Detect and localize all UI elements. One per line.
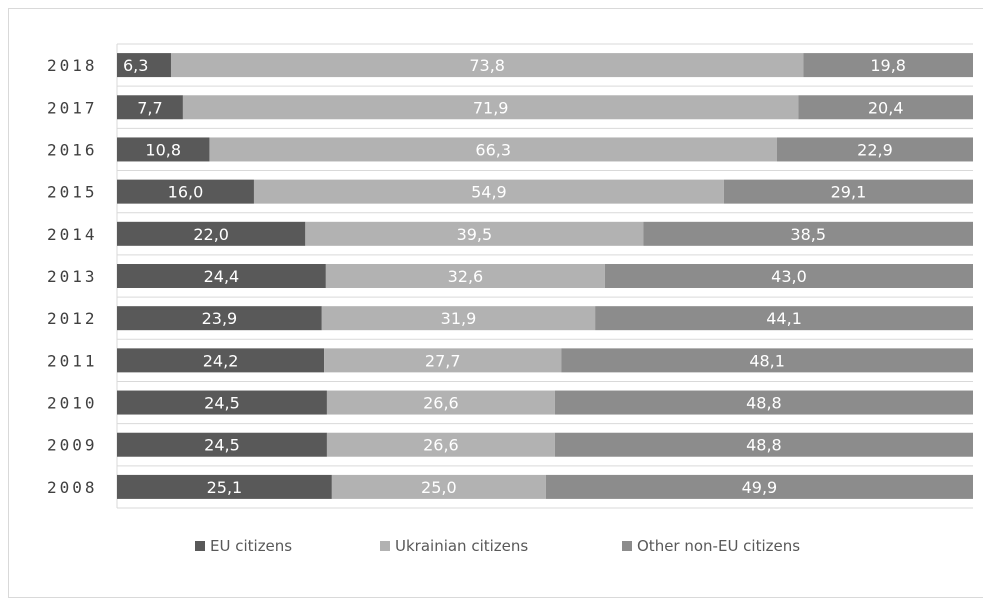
data-label-2010-series-0: 24,5: [204, 394, 240, 413]
data-label-2009-series-0: 24,5: [204, 436, 240, 455]
bar-2016-series-1: [209, 137, 777, 162]
data-label-2011-series-0: 24,2: [203, 351, 239, 370]
data-label-2011-series-2: 48,1: [749, 351, 785, 370]
bar-2012-series-0: [117, 306, 322, 331]
data-label-2013-series-2: 43,0: [771, 267, 807, 286]
y-tick-label-2016: 2016: [47, 140, 98, 159]
bar-2013-series-1: [325, 264, 605, 288]
bar-2010-series-0: [117, 390, 327, 415]
bar-2017-series-0: [117, 95, 183, 120]
legend-swatch-eu: [195, 541, 205, 551]
y-tick-label-2018: 2018: [47, 56, 98, 75]
data-label-2018-series-0: 6,3: [123, 56, 148, 75]
bar-2010-series-1: [326, 390, 555, 415]
bar-2016-series-2: [776, 137, 973, 162]
data-label-2014-series-0: 22,0: [193, 225, 229, 244]
y-tick-label-2011: 2011: [47, 351, 98, 370]
bar-2011-series-1: [324, 348, 562, 373]
data-label-2016-series-2: 22,9: [857, 140, 893, 159]
data-label-2010-series-1: 26,6: [423, 394, 459, 413]
bar-2009-series-2: [554, 432, 973, 457]
data-label-2016-series-1: 66,3: [475, 140, 511, 159]
y-tick-label-2014: 2014: [47, 225, 98, 244]
data-label-2013-series-0: 24,4: [204, 267, 240, 286]
data-label-2012-series-1: 31,9: [441, 309, 477, 328]
data-label-2014-series-1: 39,5: [457, 225, 493, 244]
stacked-bar-chart: 2018 6,3 73,8 19,8 2017 7,7 71,9 20,4 2016 10,8 66…: [47, 43, 973, 509]
data-label-2016-series-0: 10,8: [145, 140, 181, 159]
bar-2014-series-0: [117, 221, 306, 246]
data-label-2008-series-2: 49,9: [742, 478, 778, 497]
bar-2012-series-2: [595, 306, 973, 331]
bar-2013-series-2: [604, 264, 973, 288]
bar-2016-series-0: [117, 137, 210, 162]
bar-2014-series-2: [643, 221, 973, 246]
bar-2009-series-1: [326, 432, 555, 457]
y-tick-label-2017: 2017: [47, 98, 98, 117]
legend-item-eu: EU citizens: [195, 537, 292, 555]
bar-2008-series-0: [117, 474, 332, 499]
y-tick-label-2015: 2015: [47, 183, 98, 202]
bar-2011-series-0: [117, 348, 325, 373]
legend-swatch-ukrainian: [380, 541, 390, 551]
bar-2008-series-2: [545, 474, 973, 499]
data-label-2017-series-2: 20,4: [868, 98, 904, 117]
y-tick-label-2008: 2008: [47, 478, 98, 497]
y-tick-label-2013: 2013: [47, 267, 98, 286]
legend: EU citizens Ukrainian citizens Other non…: [0, 537, 983, 559]
data-label-2018-series-2: 19,8: [870, 56, 906, 75]
bar-2012-series-1: [321, 306, 596, 331]
bar-2017-series-2: [798, 95, 973, 120]
data-label-2014-series-2: 38,5: [790, 225, 826, 244]
bar-2018-series-1: [170, 53, 804, 78]
data-label-2018-series-1: 73,8: [469, 56, 505, 75]
legend-label-other-non-eu: Other non-EU citizens: [637, 537, 801, 555]
bar-2014-series-1: [305, 221, 644, 246]
data-label-2017-series-0: 7,7: [137, 98, 162, 117]
bar-2011-series-2: [561, 348, 973, 373]
legend-label-eu: EU citizens: [210, 537, 293, 555]
data-label-2013-series-1: 32,6: [448, 267, 484, 286]
data-label-2015-series-0: 16,0: [168, 183, 204, 202]
bar-2017-series-1: [182, 95, 799, 120]
bar-2015-series-0: [117, 179, 254, 204]
data-label-2010-series-2: 48,8: [746, 394, 782, 413]
legend-item-other-non-eu: Other non-EU citizens: [622, 537, 800, 555]
legend-swatch-other-non-eu: [622, 541, 632, 551]
data-label-2011-series-1: 27,7: [425, 351, 461, 370]
data-label-2008-series-1: 25,0: [421, 478, 457, 497]
bar-2009-series-0: [117, 432, 327, 457]
bar-2013-series-0: [117, 264, 326, 288]
data-label-2009-series-2: 48,8: [746, 436, 782, 455]
y-tick-label-2009: 2009: [47, 436, 98, 455]
bar-2015-series-1: [253, 179, 724, 204]
data-label-2012-series-2: 44,1: [766, 309, 802, 328]
data-label-2015-series-1: 54,9: [471, 183, 507, 202]
data-label-2012-series-0: 23,9: [202, 309, 238, 328]
bar-2018-series-2: [803, 53, 973, 78]
bar-2018-series-0: [117, 53, 171, 78]
y-tick-label-2010: 2010: [47, 394, 98, 413]
legend-item-ukrainian: Ukrainian citizens: [380, 537, 528, 555]
data-label-2017-series-1: 71,9: [473, 98, 509, 117]
y-tick-label-2012: 2012: [47, 309, 98, 328]
data-label-2015-series-2: 29,1: [831, 183, 867, 202]
data-label-2009-series-1: 26,6: [423, 436, 459, 455]
data-label-2008-series-0: 25,1: [207, 478, 243, 497]
bar-2010-series-2: [554, 390, 973, 415]
legend-label-ukrainian: Ukrainian citizens: [395, 537, 529, 555]
bar-2015-series-2: [723, 179, 973, 204]
bar-2008-series-1: [331, 474, 546, 499]
